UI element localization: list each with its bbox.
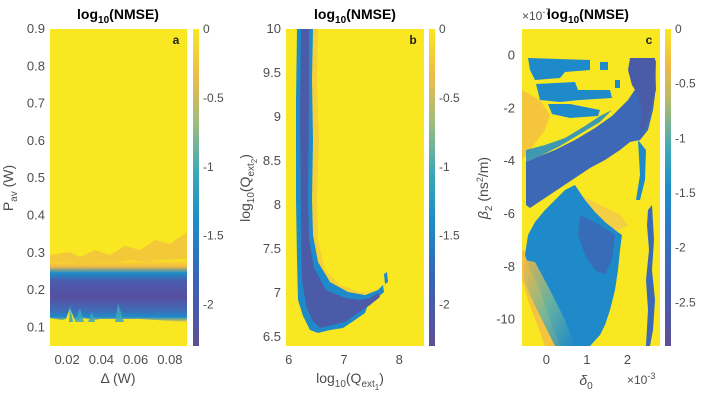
heatmap-a-low-error-band: [50, 259, 187, 322]
colorbar-b-tick-2: -1: [439, 160, 450, 174]
panel-b: log10(NMSE) b 6.5 7 7.5 8 8.5 9 9.5 10 6…: [237, 6, 460, 392]
heatmap-a-teal-spikes: [69, 303, 124, 322]
x-multiplier-c: ×10-3: [627, 371, 655, 387]
colorbar-c-tick-3: -1.5: [675, 186, 696, 200]
y-tick-label-a-0: 0.1: [27, 319, 45, 334]
x-tick-label-b-2: 8: [396, 352, 403, 367]
heatmap-c-right-strip: [646, 205, 655, 346]
panel-c-title: log10(NMSE): [547, 6, 629, 26]
y-multiplier-c: ×10-7: [522, 7, 550, 23]
y-tick-label-b-1: 7: [274, 285, 281, 300]
colorbar-a-tick-0: 0: [203, 22, 210, 36]
y-tick-label-a-8: 0.9: [27, 21, 45, 36]
y-ticks-c: 0 -2 -4 -6 -8 -10: [496, 47, 515, 326]
heatmap-c: [522, 29, 660, 346]
colorbar-c-tick-2: -1: [675, 131, 686, 145]
colorbar-c-ticks: 0 -0.5 -1 -1.5 -2 -2.5: [675, 22, 696, 309]
x-axis-label-a: Δ (W): [100, 370, 135, 386]
heatmap-b-min-core: [300, 29, 380, 328]
y-tick-label-b-4: 8.5: [263, 153, 281, 168]
heatmap-b: [286, 29, 424, 346]
colorbar-a-tick-4: -2: [203, 298, 214, 312]
y-tick-label-c-0: 0: [508, 47, 515, 62]
y-tick-label-a-4: 0.5: [27, 170, 45, 185]
x-axis-label-c: δ0: [579, 372, 593, 392]
colorbar-c-tick-4: -2: [675, 241, 686, 255]
colorbar-b-tick-4: -2: [439, 298, 450, 312]
colorbar-c-tick-0: 0: [675, 22, 682, 36]
heatmap-c-upper-stripes: [528, 58, 620, 118]
heatmap-c-diagonal-band: [526, 60, 656, 208]
x-tick-label-a-1: 0.04: [89, 352, 114, 367]
y-tick-label-c-4: -8: [503, 259, 515, 274]
colorbar-b-tick-0: 0: [439, 22, 446, 36]
heatmap-a: [50, 29, 187, 346]
colorbar-a-tick-3: -1.5: [203, 229, 224, 243]
y-tick-label-a-3: 0.4: [27, 208, 45, 223]
colorbar-c: [665, 29, 671, 346]
y-tick-label-a-6: 0.7: [27, 96, 45, 111]
colorbar-c-tick-1: -0.5: [675, 77, 696, 91]
colorbar-a-tick-2: -1: [203, 160, 214, 174]
heatmap-c-lower-fade: [524, 260, 575, 346]
panel-letter-c: c: [646, 33, 653, 47]
x-ticks-b: 6 7 8: [285, 352, 403, 367]
y-tick-label-c-1: -2: [503, 100, 515, 115]
y-tick-label-b-3: 8: [274, 197, 281, 212]
y-axis-label-b: log10(Qext2): [237, 154, 259, 222]
x-tick-label-a-3: 0.08: [157, 352, 182, 367]
panel-a-title: log10(NMSE): [77, 6, 159, 26]
y-axis-label-a: Pav (W): [0, 165, 20, 211]
x-ticks-a: 0.02 0.04 0.06 0.08: [54, 352, 182, 367]
y-tick-label-c-5: -10: [496, 312, 515, 327]
panel-a: log10(NMSE) a 0.1 0.2 0.3 0.4 0.5 0.6 0.…: [0, 6, 224, 386]
y-tick-label-a-5: 0.6: [27, 133, 45, 148]
heatmap-c-orange-region-3: [580, 195, 628, 235]
x-tick-label-c-1: 1: [583, 352, 590, 367]
heatmap-c-mid-strip: [636, 140, 646, 200]
panel-letter-a: a: [173, 33, 180, 47]
panel-c: log10(NMSE) ×10-7 c 0 -2 -4: [475, 6, 696, 392]
colorbar-a: [193, 29, 199, 346]
y-tick-label-a-2: 0.3: [27, 245, 45, 260]
colorbar-a-tick-1: -0.5: [203, 91, 224, 105]
heatmap-c-diagonal-band-edge: [526, 110, 612, 162]
heatmap-b-tip: [384, 272, 388, 284]
y-tick-label-c-3: -6: [503, 206, 515, 221]
y-tick-label-c-2: -4: [503, 153, 515, 168]
y-tick-label-b-6: 9.5: [263, 65, 281, 80]
x-tick-label-a-0: 0.02: [54, 352, 79, 367]
colorbar-a-ticks: 0 -0.5 -1 -1.5 -2: [203, 22, 224, 312]
panel-b-title: log10(NMSE): [314, 6, 396, 26]
colorbar-b-ticks: 0 -0.5 -1 -1.5 -2: [439, 22, 460, 312]
heatmap-c-top-right-cluster: [628, 58, 656, 130]
heatmap-a-orange-fringe: [50, 232, 187, 265]
x-tick-label-b-1: 7: [340, 352, 347, 367]
heatmap-c-lower-region-dark: [578, 215, 615, 275]
x-tick-label-c-2: 2: [624, 352, 631, 367]
y-tick-label-a-1: 0.2: [27, 282, 45, 297]
colorbar-b-tick-3: -1.5: [439, 229, 460, 243]
colorbar-c-tick-5: -2.5: [675, 295, 696, 309]
y-axis-label-c: β2 (ns2/m): [475, 157, 495, 220]
colorbar-b: [429, 29, 435, 346]
y-ticks-b: 6.5 7 7.5 8 8.5 9 9.5 10: [263, 21, 281, 344]
x-tick-label-c-0: 0: [543, 352, 550, 367]
y-tick-label-b-0: 6.5: [263, 329, 281, 344]
x-ticks-c: 0 1 2: [543, 352, 631, 367]
heatmap-c-orange-region-1: [522, 90, 550, 160]
x-axis-label-b: log10(Qext1): [316, 370, 384, 392]
y-tick-label-b-2: 7.5: [263, 241, 281, 256]
y-tick-label-b-5: 9: [274, 109, 281, 124]
x-tick-label-a-2: 0.06: [123, 352, 148, 367]
y-tick-label-a-7: 0.8: [27, 58, 45, 73]
y-tick-label-b-7: 10: [267, 21, 281, 36]
x-tick-label-b-0: 6: [285, 352, 292, 367]
panel-letter-b: b: [409, 33, 416, 47]
y-ticks-a: 0.1 0.2 0.3 0.4 0.5 0.6 0.7 0.8 0.9: [27, 21, 45, 334]
colorbar-b-tick-1: -0.5: [439, 91, 460, 105]
